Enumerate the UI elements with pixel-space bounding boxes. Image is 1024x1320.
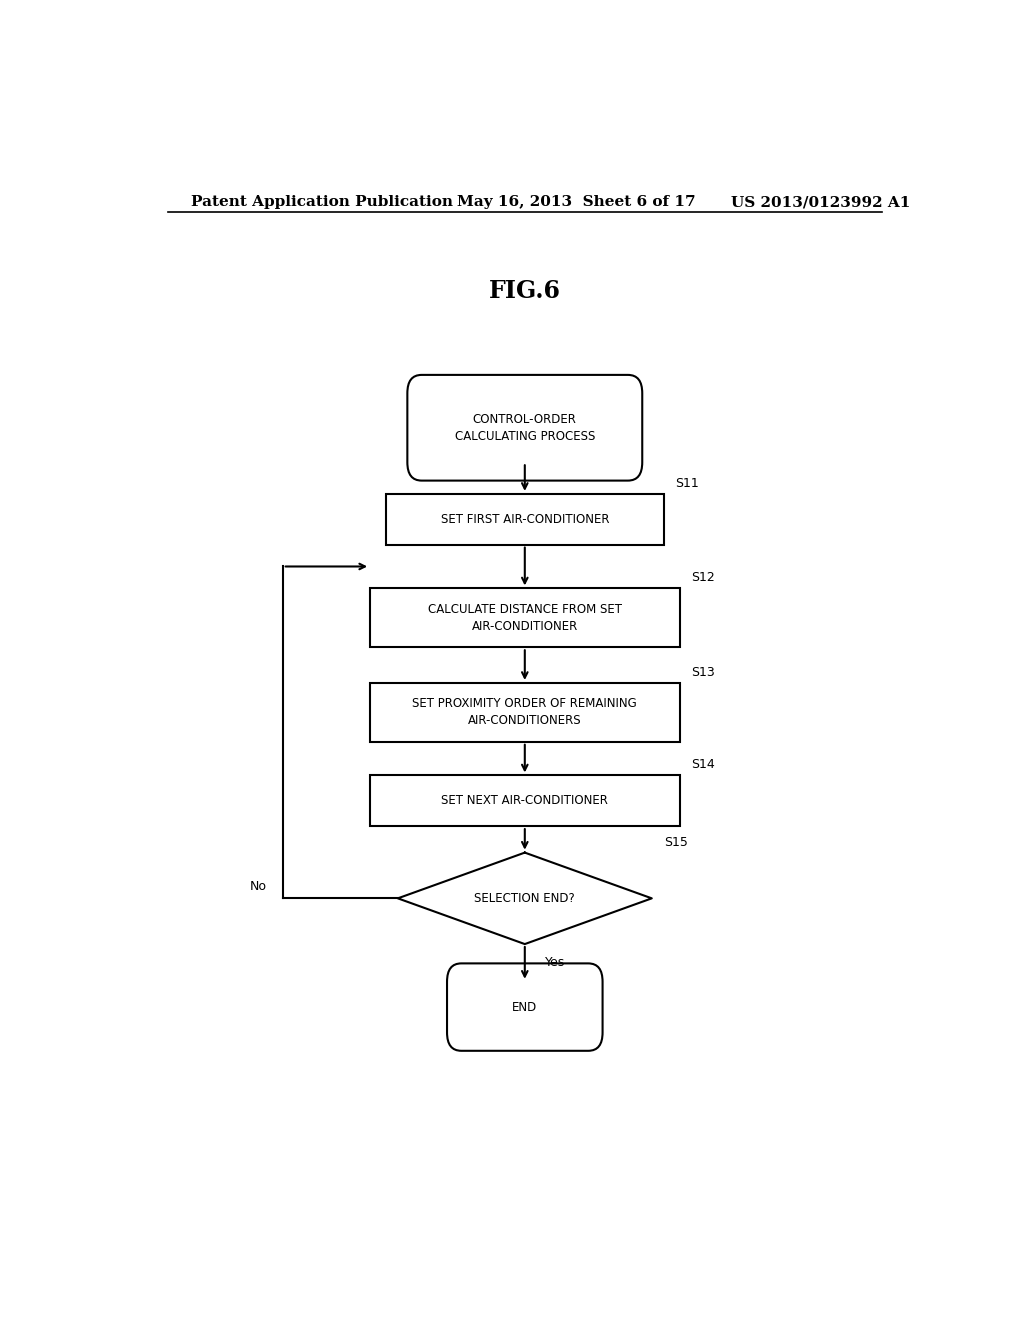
Text: May 16, 2013  Sheet 6 of 17: May 16, 2013 Sheet 6 of 17 — [458, 195, 696, 209]
Polygon shape — [397, 853, 652, 944]
FancyBboxPatch shape — [447, 964, 602, 1051]
Text: US 2013/0123992 A1: US 2013/0123992 A1 — [731, 195, 910, 209]
Text: S15: S15 — [664, 836, 687, 849]
Text: S13: S13 — [691, 665, 715, 678]
Text: S14: S14 — [691, 758, 715, 771]
Text: SET PROXIMITY ORDER OF REMAINING
AIR-CONDITIONERS: SET PROXIMITY ORDER OF REMAINING AIR-CON… — [413, 697, 637, 727]
Text: SET NEXT AIR-CONDITIONER: SET NEXT AIR-CONDITIONER — [441, 795, 608, 808]
Text: Patent Application Publication: Patent Application Publication — [191, 195, 454, 209]
Text: END: END — [512, 1001, 538, 1014]
Text: No: No — [250, 879, 267, 892]
Text: SET FIRST AIR-CONDITIONER: SET FIRST AIR-CONDITIONER — [440, 512, 609, 525]
Bar — [370, 775, 680, 826]
Text: S11: S11 — [676, 477, 699, 490]
FancyBboxPatch shape — [408, 375, 642, 480]
Text: FIG.6: FIG.6 — [488, 279, 561, 302]
Bar — [370, 589, 680, 647]
Bar — [386, 494, 664, 545]
Text: Yes: Yes — [545, 957, 565, 969]
Text: CONTROL-ORDER
CALCULATING PROCESS: CONTROL-ORDER CALCULATING PROCESS — [455, 413, 595, 442]
Bar — [370, 682, 680, 742]
Text: S12: S12 — [691, 572, 715, 585]
Text: SELECTION END?: SELECTION END? — [474, 892, 575, 904]
Text: CALCULATE DISTANCE FROM SET
AIR-CONDITIONER: CALCULATE DISTANCE FROM SET AIR-CONDITIO… — [428, 603, 622, 632]
